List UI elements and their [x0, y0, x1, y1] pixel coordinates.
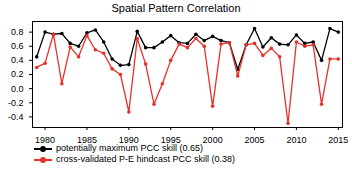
svg-text:1985: 1985 — [77, 135, 97, 143]
svg-text:2000: 2000 — [203, 135, 223, 143]
svg-text:-0.4: -0.4 — [8, 112, 24, 122]
svg-text:0.2: 0.2 — [11, 69, 24, 79]
svg-text:2010: 2010 — [286, 135, 306, 143]
svg-text:0.8: 0.8 — [11, 27, 24, 37]
svg-text:-0.2: -0.2 — [8, 98, 24, 108]
svg-text:1990: 1990 — [119, 135, 139, 143]
svg-text:1980: 1980 — [35, 135, 55, 143]
svg-text:0.4: 0.4 — [11, 55, 24, 65]
html-text:potentially maximum PCC skill: potentially maximum PCC skill (0.65) — [56, 143, 203, 153]
html-text:cross-validated P-E hindcast P: cross-validated P-E hindcast PCC skill (… — [56, 154, 236, 164]
svg-text:0.0: 0.0 — [11, 84, 24, 94]
svg-text:1995: 1995 — [161, 135, 181, 143]
svg-text:2005: 2005 — [245, 135, 265, 143]
svg-text:2015: 2015 — [328, 135, 348, 143]
html-text:Spatial Pattern Correlation: Spatial Pattern Correlation — [111, 2, 241, 14]
svg-text:0.6: 0.6 — [11, 41, 24, 51]
